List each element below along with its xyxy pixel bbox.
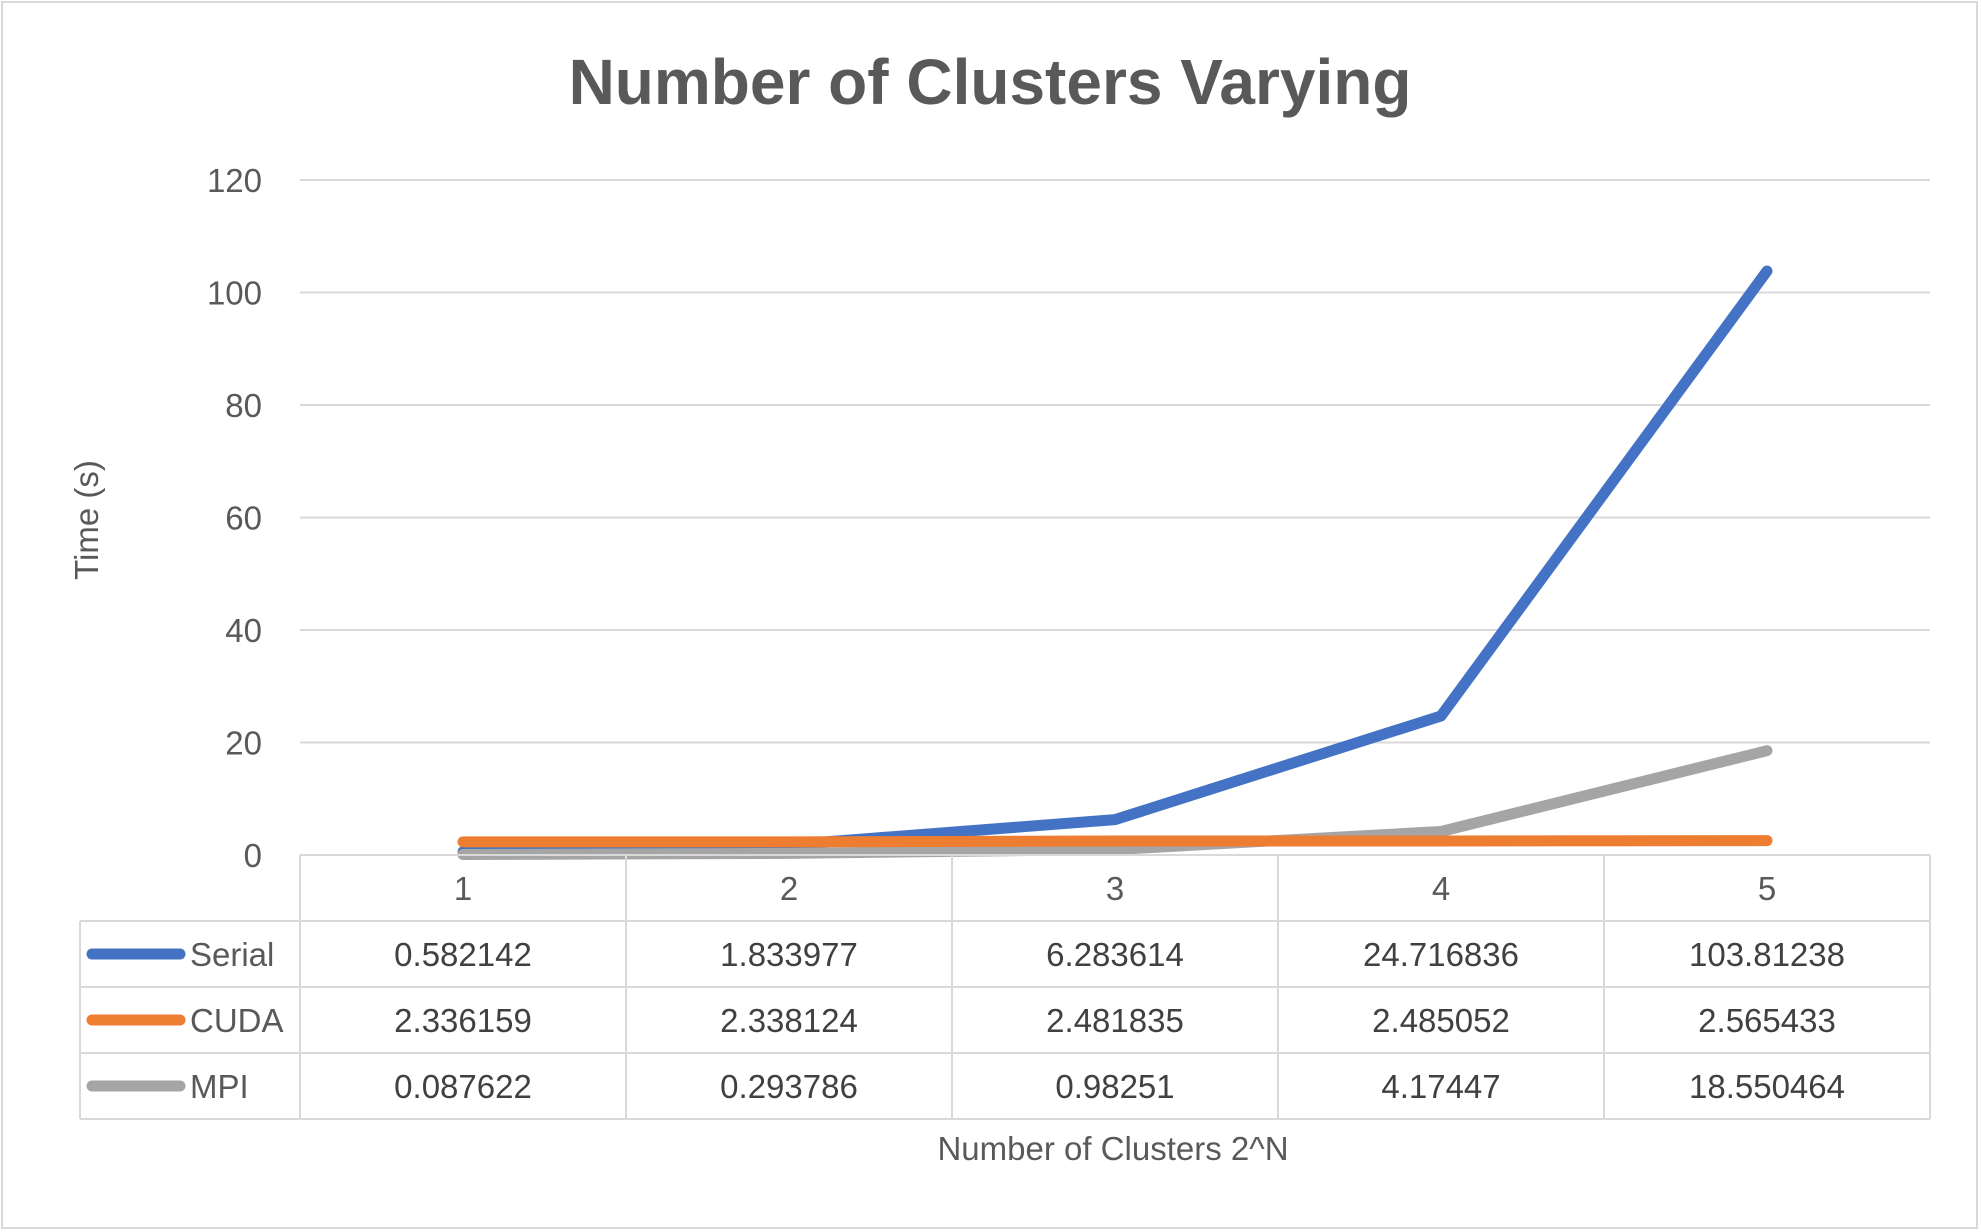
grid-lines [300, 179, 1930, 856]
data-label: 2.485052 [1372, 1002, 1510, 1039]
legend-label-mpi: MPI [190, 1068, 249, 1105]
data-label: 0.087622 [394, 1068, 532, 1105]
data-label: 0.582142 [394, 936, 532, 973]
x-tick-label: 2 [780, 870, 798, 907]
x-tick-label: 3 [1106, 870, 1124, 907]
y-tick-label: 20 [225, 725, 262, 762]
y-tick-label: 80 [225, 387, 262, 424]
y-tick-label: 100 [207, 275, 262, 312]
series-line-serial [457, 265, 1773, 858]
data-label: 2.481835 [1046, 1002, 1184, 1039]
data-label: 2.565433 [1698, 1002, 1836, 1039]
legend-label-cuda: CUDA [190, 1002, 284, 1039]
data-label: 2.336159 [394, 1002, 532, 1039]
data-label: 6.283614 [1046, 936, 1184, 973]
x-axis-label: Number of Clusters 2^N [937, 1130, 1288, 1167]
data-label: 2.338124 [720, 1002, 858, 1039]
y-axis-label: Time (s) [68, 460, 105, 580]
data-label: 4.17447 [1381, 1068, 1500, 1105]
data-label: 0.293786 [720, 1068, 858, 1105]
y-axis-ticks: 0 20 40 60 80 100 120 [207, 162, 262, 874]
y-tick-label: 0 [244, 837, 262, 874]
x-tick-label: 5 [1758, 870, 1776, 907]
y-tick-label: 60 [225, 500, 262, 537]
data-label: 0.98251 [1055, 1068, 1174, 1105]
data-label: 103.81238 [1689, 936, 1845, 973]
y-tick-label: 120 [207, 162, 262, 199]
data-label: 18.550464 [1689, 1068, 1845, 1105]
x-tick-label: 4 [1432, 870, 1450, 907]
legend-label-serial: Serial [190, 936, 274, 973]
y-tick-label: 40 [225, 612, 262, 649]
data-table: 1 2 3 4 5 Serial 0.582142 1.833977 6.283614 24.71… [79, 854, 1931, 1120]
series-lines [457, 265, 1773, 861]
series-line-cuda [457, 835, 1773, 848]
data-label: 1.833977 [720, 936, 858, 973]
chart-title: Number of Clusters Varying [569, 46, 1412, 118]
data-label: 24.716836 [1363, 936, 1519, 973]
x-tick-label: 1 [454, 870, 472, 907]
